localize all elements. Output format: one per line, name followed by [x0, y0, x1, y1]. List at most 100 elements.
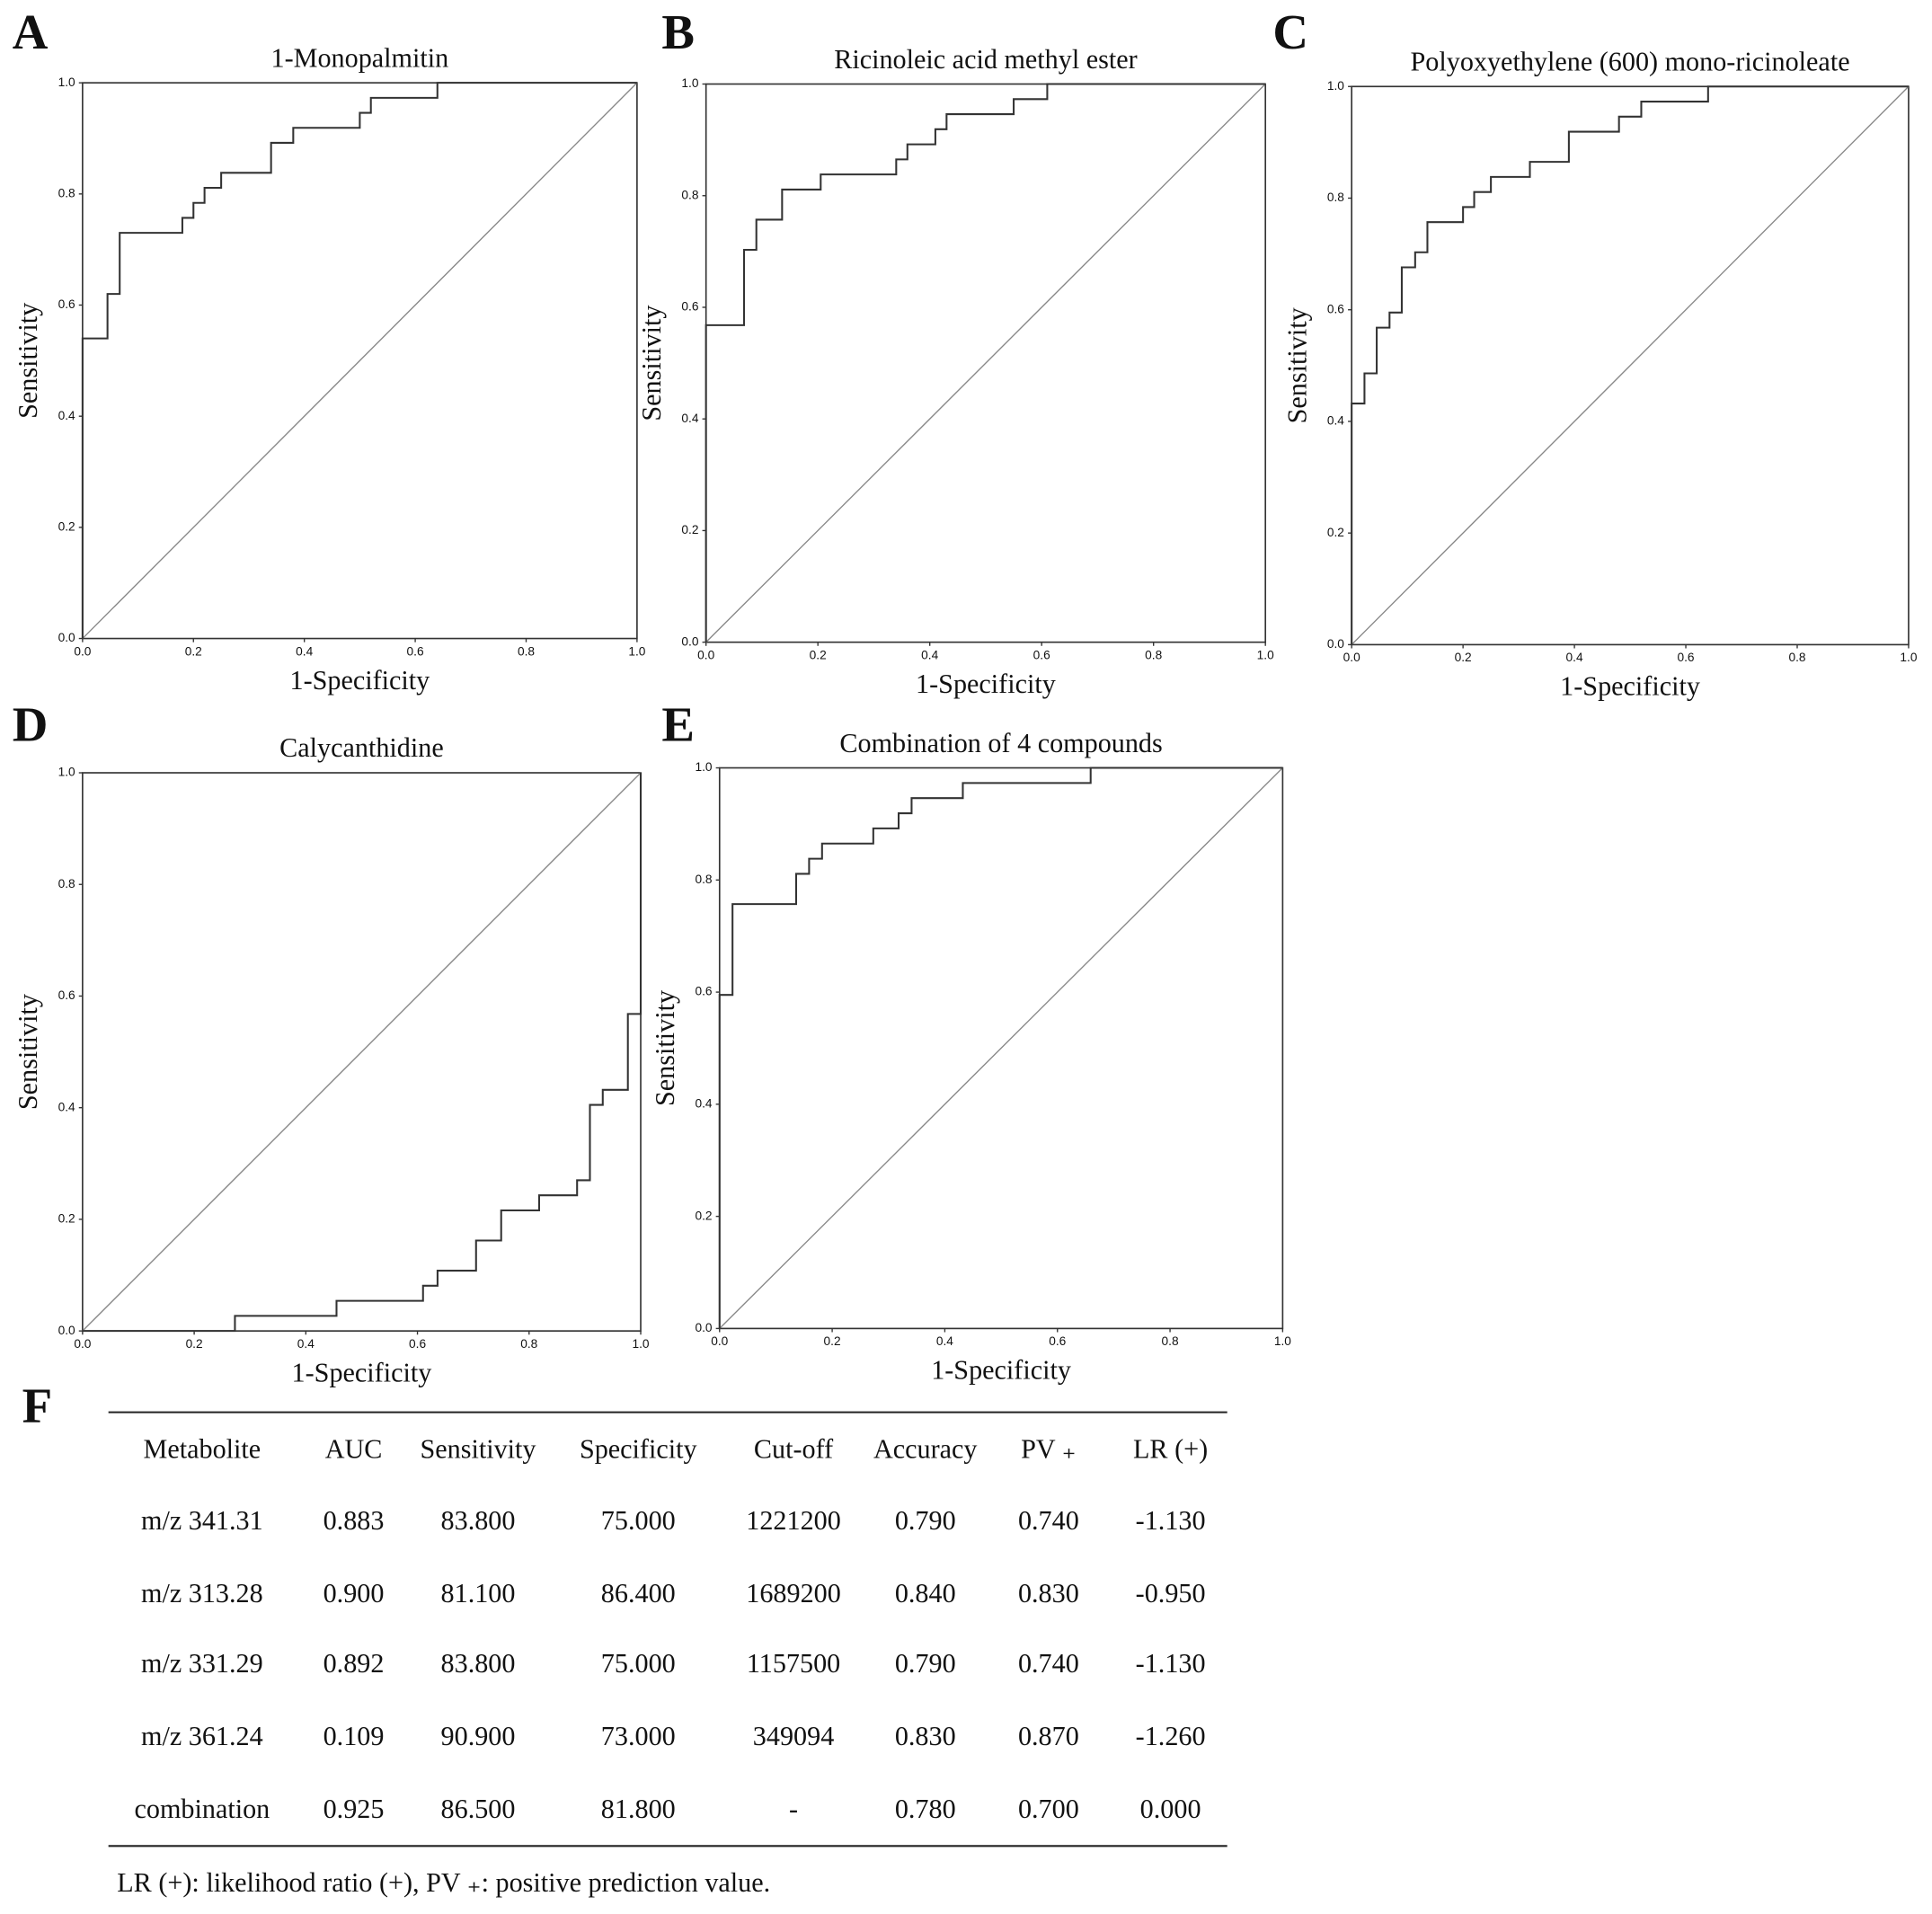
x-tick-label: 0.4	[296, 644, 313, 658]
chart-title: Ricinoleic acid methyl ester	[834, 44, 1137, 75]
y-tick-label: 0.4	[58, 409, 75, 422]
table-cell: -1.130	[1136, 1505, 1206, 1536]
y-tick-label: 0.4	[681, 412, 698, 425]
roc-curve	[82, 773, 643, 1333]
y-tick-label: 1.0	[58, 766, 75, 779]
panel-letter: B	[661, 4, 695, 59]
y-tick-label: 0.0	[58, 631, 75, 644]
chart-title: Calycanthidine	[279, 732, 444, 763]
table-cell: 0.830	[895, 1721, 956, 1751]
panel-letter: A	[13, 4, 49, 59]
table-header: Accuracy	[873, 1433, 978, 1464]
panel-letter: D	[13, 697, 49, 752]
table-header: Cut-off	[754, 1433, 834, 1464]
y-tick-label: 0.2	[58, 1212, 75, 1226]
x-tick-label: 0.8	[1145, 648, 1162, 661]
x-tick-label: 1.0	[628, 644, 645, 658]
table-cell: 73.000	[601, 1721, 676, 1751]
x-tick-label: 0.8	[518, 644, 535, 658]
roc-curve	[81, 82, 637, 639]
x-tick-label: 0.0	[74, 1337, 91, 1351]
x-tick-label: 0.6	[407, 644, 424, 658]
reference-diagonal	[705, 84, 1266, 643]
table-cell: -	[789, 1794, 798, 1824]
y-tick-label: 0.8	[1327, 191, 1344, 204]
x-axis-label: 1-Specificity	[931, 1355, 1071, 1386]
y-tick-label: 0.2	[695, 1209, 712, 1222]
table-cell: 75.000	[601, 1648, 676, 1679]
table-cell: 0.892	[323, 1648, 385, 1679]
table-cell: 83.800	[441, 1648, 516, 1679]
y-axis-label: Sensitivity	[1282, 307, 1313, 423]
y-tick-label: 0.4	[1327, 414, 1344, 428]
plot-frame	[1351, 85, 1910, 646]
table-header: PV ₊	[1021, 1433, 1076, 1464]
chart-title: Combination of 4 compounds	[839, 728, 1162, 758]
y-tick-label: 1.0	[58, 75, 75, 89]
y-tick-label: 0.2	[1327, 526, 1344, 539]
x-tick-label: 1.0	[1257, 648, 1274, 661]
roc-curve	[1351, 85, 1909, 645]
plot-frame	[82, 772, 642, 1332]
x-tick-label: 0.2	[185, 644, 202, 658]
table-cell: 0.883	[323, 1505, 385, 1536]
table-cell: -1.130	[1136, 1648, 1206, 1679]
x-axis-label: 1-Specificity	[1560, 671, 1700, 702]
y-tick-label: 0.2	[681, 523, 698, 536]
x-tick-label: 0.0	[711, 1334, 728, 1348]
y-tick-label: 0.2	[58, 519, 75, 533]
x-tick-label: 0.4	[1566, 651, 1583, 664]
table-cell: 1221200	[746, 1505, 841, 1536]
table-cell: 0.830	[1018, 1578, 1079, 1608]
x-tick-label: 0.6	[409, 1337, 426, 1351]
roc-curve	[705, 83, 1266, 642]
y-tick-label: 1.0	[1327, 79, 1344, 93]
y-tick-label: 0.6	[681, 300, 698, 314]
y-axis-label: Sensitivity	[13, 994, 43, 1110]
table-cell: m/z 331.29	[141, 1648, 263, 1679]
table-cell: 0.870	[1018, 1721, 1079, 1751]
table-cell: 0.780	[895, 1794, 956, 1824]
chart-title: Polyoxyethylene (600) mono-ricinoleate	[1411, 47, 1850, 77]
panel-letter: C	[1272, 4, 1308, 59]
table-cell: 1689200	[746, 1578, 841, 1608]
table-cell: 0.700	[1018, 1794, 1079, 1824]
table-cell: m/z 313.28	[141, 1578, 263, 1608]
y-tick-label: 1.0	[681, 76, 698, 90]
y-axis-label: Sensitivity	[636, 306, 667, 421]
panel-letter: F	[22, 1378, 52, 1433]
y-tick-label: 0.8	[58, 877, 75, 891]
table-cell: 0.790	[895, 1648, 956, 1679]
x-tick-label: 0.6	[1033, 648, 1050, 661]
chart-title: 1-Monopalmitin	[271, 42, 449, 73]
table-cell: 0.109	[323, 1721, 385, 1751]
table-cell: 0.000	[1140, 1794, 1201, 1824]
x-tick-label: 0.2	[824, 1334, 841, 1348]
x-tick-label: 0.8	[1162, 1334, 1179, 1348]
x-axis-label: 1-Specificity	[289, 665, 430, 696]
reference-diagonal	[82, 82, 638, 640]
y-tick-label: 0.8	[681, 188, 698, 201]
y-tick-label: 0.4	[695, 1096, 712, 1110]
table-cell: 90.900	[441, 1721, 516, 1751]
y-tick-label: 0.6	[58, 988, 75, 1002]
table-header: Metabolite	[144, 1433, 261, 1464]
x-tick-label: 0.0	[74, 644, 91, 658]
table-cell: 0.740	[1018, 1648, 1079, 1679]
table-cell: 83.800	[441, 1505, 516, 1536]
table-cell: 86.500	[441, 1794, 516, 1824]
y-axis-label: Sensitivity	[13, 303, 43, 419]
table-cell: 1157500	[747, 1648, 840, 1679]
y-tick-label: 0.0	[1327, 637, 1344, 651]
reference-diagonal	[1351, 85, 1910, 645]
y-tick-label: 0.0	[681, 634, 698, 648]
x-tick-label: 0.2	[1455, 651, 1472, 664]
table-cell: 0.900	[323, 1578, 385, 1608]
table-header: Sensitivity	[420, 1433, 536, 1464]
y-tick-label: 0.8	[695, 873, 712, 886]
x-tick-label: 0.8	[520, 1337, 537, 1351]
x-tick-label: 1.0	[1900, 651, 1917, 664]
reference-diagonal	[719, 767, 1283, 1329]
table-cell: 0.790	[895, 1505, 956, 1536]
